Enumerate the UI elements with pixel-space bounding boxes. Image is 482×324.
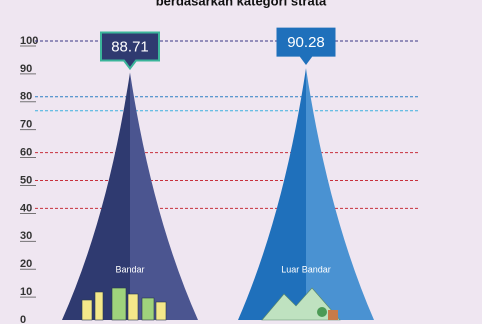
y-tick-label: 40 [20,202,32,214]
icons [81,287,341,321]
value-callout [100,31,160,71]
value-label: 90.28 [287,34,325,51]
y-tick-label: 10 [20,286,32,298]
y-tick-label: 100 [20,35,38,47]
y-tick-label: 20 [20,258,32,270]
y-tick-label: 90 [20,63,32,75]
cone [238,68,306,320]
y-tick-label: 80 [20,91,32,103]
category-label: Bandar [115,264,144,274]
chart-title: berdasarkan kategori strata [156,0,327,8]
y-tick-label: 0 [20,314,26,324]
value-label: 88.71 [111,38,149,55]
value-callout [276,27,336,65]
y-tick-label: 30 [20,230,32,242]
category-label: Luar Bandar [281,264,331,274]
y-tick-label: 60 [20,147,32,159]
y-tick-label: 70 [20,119,32,131]
cone [62,72,130,320]
cone-highlight [306,68,374,320]
y-tick-label: 50 [20,174,32,186]
cone-highlight [130,72,198,320]
